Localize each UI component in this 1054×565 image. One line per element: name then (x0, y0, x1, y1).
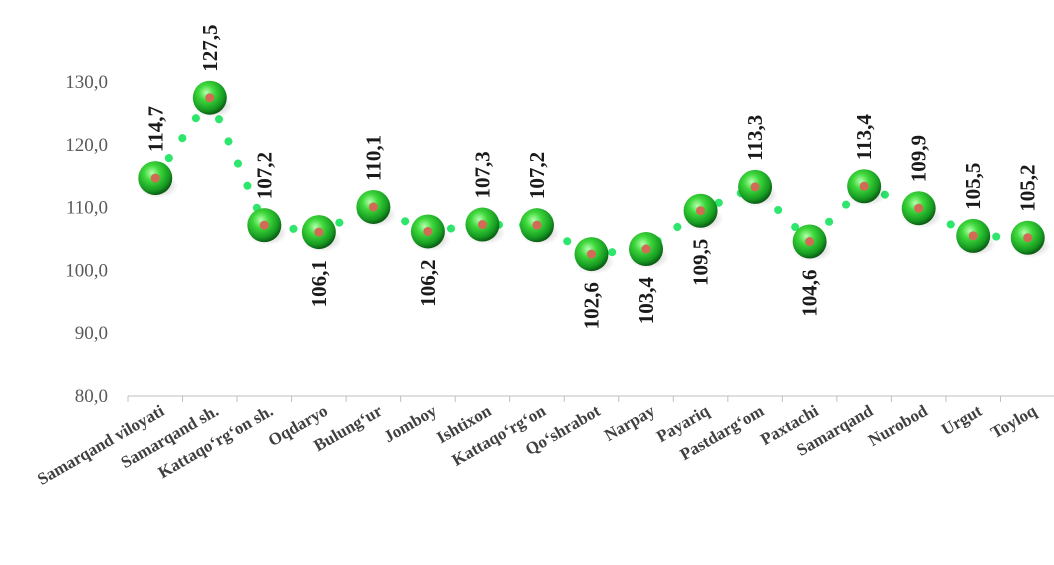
y-tick-label: 100,0 (65, 260, 108, 281)
data-point (138, 161, 179, 199)
data-point-center (1023, 233, 1033, 243)
data-point-center (859, 181, 869, 191)
data-label: 109,5 (689, 239, 713, 286)
x-tick-label: Nurobod (865, 401, 931, 450)
data-point-center (314, 227, 324, 237)
data-label: 110,1 (361, 135, 385, 181)
data-label: 107,2 (525, 152, 549, 199)
data-point-center (696, 206, 706, 216)
data-point-center (532, 220, 542, 230)
data-point (574, 237, 615, 275)
data-label: 106,2 (416, 259, 440, 306)
data-point-center (968, 231, 978, 241)
x-tick-label: Urgut (938, 401, 985, 439)
data-point (683, 193, 724, 231)
data-point-center (587, 249, 596, 259)
data-point (247, 208, 288, 246)
data-label: 104,6 (798, 270, 822, 317)
y-tick-label: 130,0 (65, 72, 108, 93)
data-point (519, 208, 560, 246)
data-point (192, 80, 233, 118)
data-point (847, 169, 888, 207)
data-point-center (150, 173, 160, 183)
data-point-center (423, 226, 433, 236)
data-point-center (259, 220, 269, 230)
data-point-center (368, 202, 378, 212)
data-point (792, 224, 833, 262)
data-label: 114,7 (143, 106, 167, 152)
data-label: 103,4 (634, 277, 658, 325)
y-tick-label: 110,0 (66, 198, 108, 219)
series-markers (138, 80, 1051, 275)
data-point-center (914, 203, 924, 213)
data-point-center (477, 220, 487, 230)
x-tick-label: Toyloq (987, 401, 1040, 442)
data-label: 107,2 (252, 152, 276, 199)
data-point-center (750, 182, 760, 192)
data-label: 127,5 (198, 24, 222, 71)
x-tick-label: Narpay (601, 401, 658, 445)
y-tick-label: 90,0 (75, 323, 108, 344)
data-label: 106,1 (307, 260, 331, 307)
data-point-center (205, 93, 215, 103)
y-axis: 80,0 90,0 100,0 110,0 120,0 130,0 (65, 72, 108, 407)
data-label: 113,4 (852, 114, 876, 161)
data-point (629, 232, 670, 270)
data-label: 105,5 (961, 163, 985, 210)
data-point-center (805, 237, 815, 247)
data-label: 113,3 (743, 115, 767, 161)
data-label: 105,2 (1016, 164, 1040, 211)
data-label: 107,3 (470, 151, 494, 198)
x-tick-label: Jomboy (381, 401, 441, 447)
data-point (301, 215, 342, 253)
data-point (738, 169, 779, 207)
data-label: 109,9 (907, 135, 931, 182)
data-point (901, 191, 942, 229)
data-point (356, 189, 397, 227)
y-tick-label: 80,0 (75, 386, 108, 407)
data-labels: 114,7 127,5 107,2 106,1 110,1 106,2 107,3 107,2… (143, 24, 1039, 329)
data-point-center (641, 244, 651, 254)
y-tick-label: 120,0 (65, 135, 108, 156)
data-point (410, 214, 451, 252)
data-label: 102,6 (580, 282, 604, 329)
data-point (956, 218, 997, 256)
data-point (1010, 220, 1051, 258)
data-point (465, 207, 506, 245)
